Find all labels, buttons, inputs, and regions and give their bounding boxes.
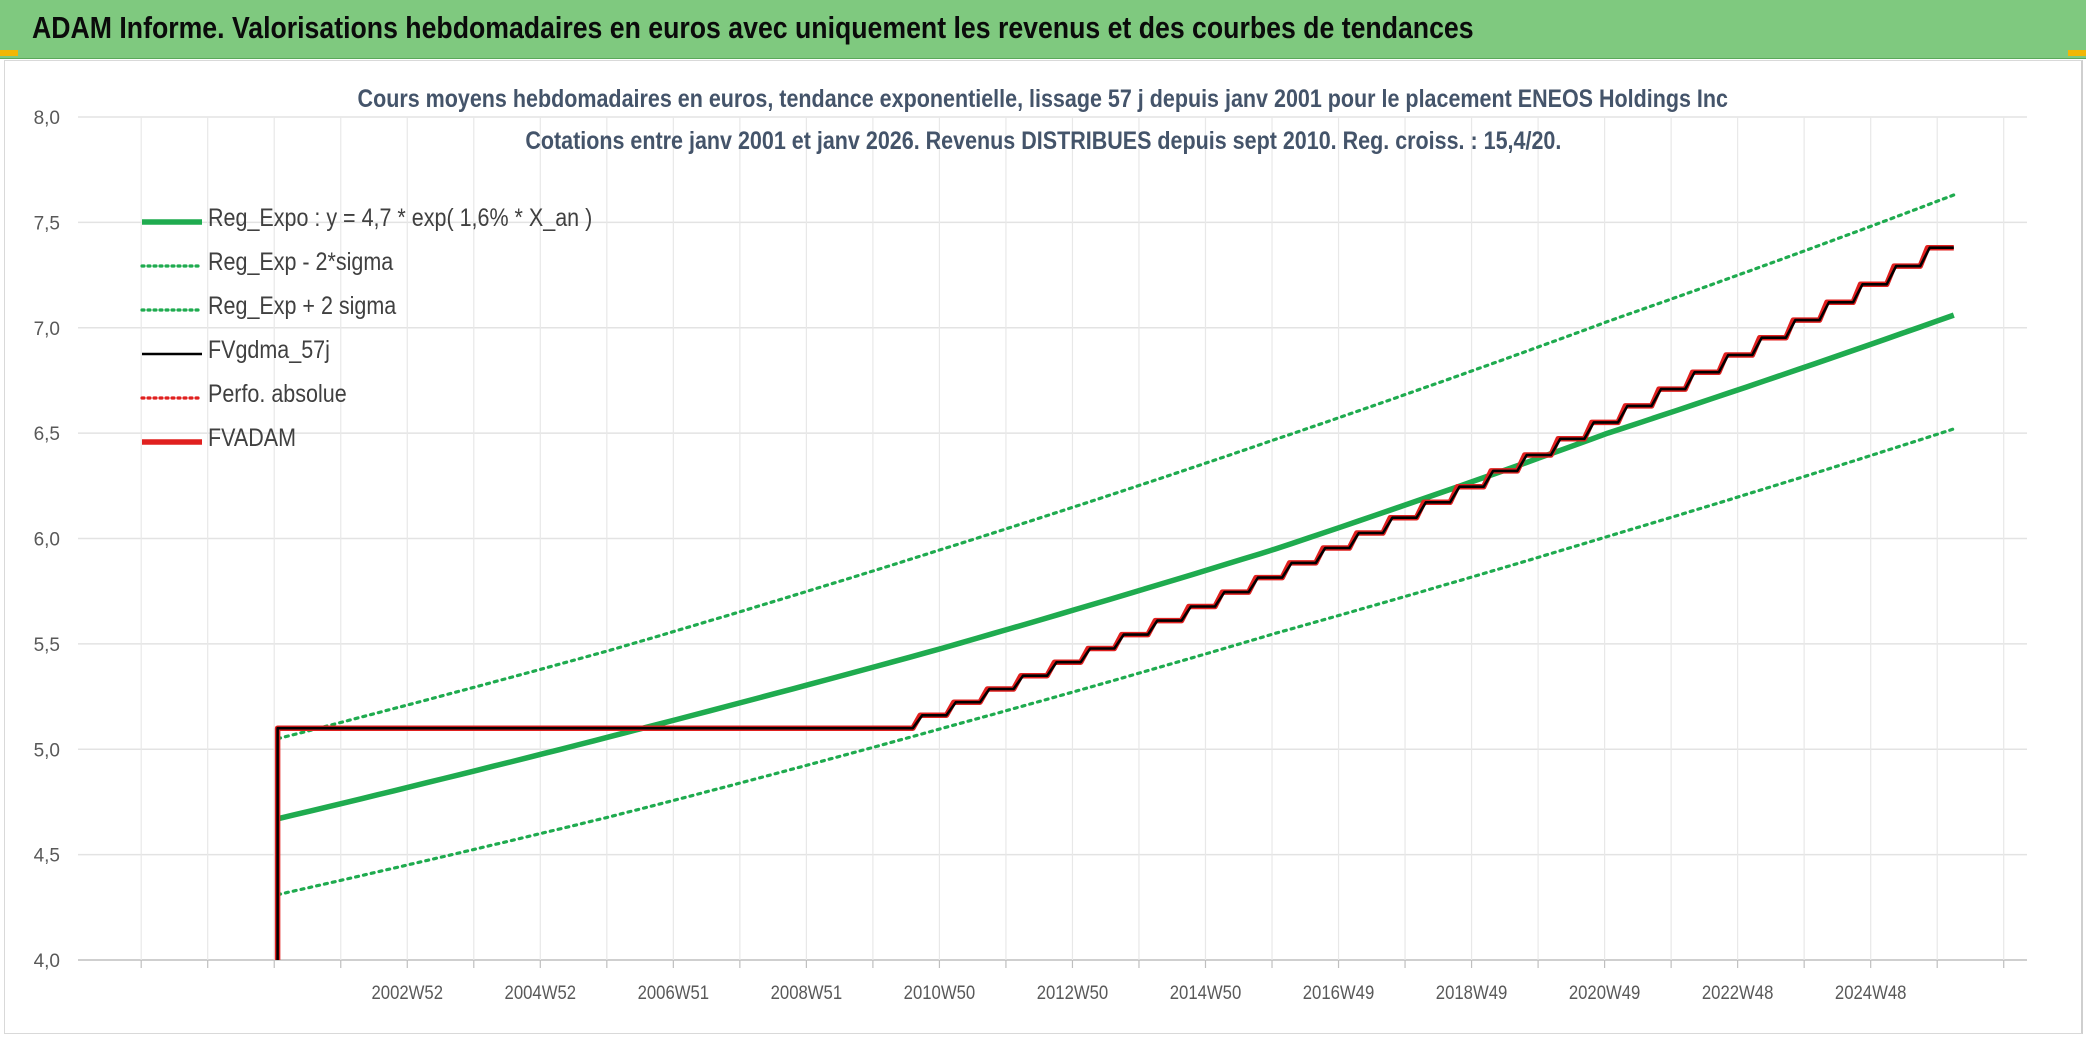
x-tick-label: 2020W49 [1569, 982, 1641, 1003]
y-tick-label: 7,5 [34, 213, 60, 234]
y-tick-label: 6,5 [34, 424, 60, 445]
y-tick-label: 6,0 [34, 530, 60, 551]
legend-swatch [142, 439, 202, 445]
x-tick-label: 2016W49 [1303, 982, 1375, 1003]
y-tick-label: 4,0 [34, 951, 60, 972]
legend-swatch [140, 308, 204, 312]
y-tick-label: 7,0 [34, 319, 60, 340]
y-tick-label: 5,0 [34, 740, 60, 761]
banner-accent-left [0, 50, 18, 56]
x-tick-label: 2008W51 [771, 982, 843, 1003]
y-tick-label: 5,5 [34, 635, 60, 656]
chart-frame [4, 60, 2083, 1034]
series-line-3 [276, 246, 1954, 960]
x-tick-label: 2014W50 [1170, 982, 1242, 1003]
chart-title-line-1: Cours moyens hebdomadaires en euros, ten… [357, 85, 1729, 113]
x-tick-label: 2022W48 [1702, 982, 1774, 1003]
legend-swatch [142, 352, 202, 356]
series-line-5 [274, 244, 1954, 960]
legend-swatch [140, 396, 204, 400]
legend-label: Reg_Expo : y = 4,7 * exp( 1,6% * X_an ) [208, 204, 593, 232]
x-tick-label: 2006W51 [638, 982, 710, 1003]
x-tick-label: 2024W48 [1835, 982, 1907, 1003]
chart-title-line-2: Cotations entre janv 2001 et janv 2026. … [524, 127, 1562, 155]
legend-label: Reg_Exp - 2*sigma [208, 248, 394, 276]
y-tick-label: 8,0 [34, 108, 60, 129]
x-tick-label: 2012W50 [1037, 982, 1109, 1003]
legend-label: FVgdma_57j [208, 336, 330, 364]
banner-accent-right [2068, 50, 2086, 56]
x-tick-label: 2004W52 [505, 982, 577, 1003]
legend-swatch [140, 264, 204, 268]
y-tick-label: 4,5 [34, 846, 60, 867]
series-line-1 [276, 427, 1956, 897]
legend-label: Perfo. absolue [208, 380, 347, 408]
legend-swatch [142, 219, 202, 225]
x-tick-label: 2018W49 [1436, 982, 1508, 1003]
legend-label: Reg_Exp + 2 sigma [208, 292, 397, 320]
series-line-0 [276, 312, 1955, 822]
x-tick-label: 2002W52 [372, 982, 444, 1003]
series-line-2 [276, 193, 1956, 741]
legend-label: FVADAM [208, 424, 297, 452]
report-title: ADAM Informe. Valorisations hebdomadaire… [32, 10, 1474, 45]
report-banner: ADAM Informe. Valorisations hebdomadaire… [0, 0, 2086, 59]
x-tick-label: 2010W50 [904, 982, 976, 1003]
